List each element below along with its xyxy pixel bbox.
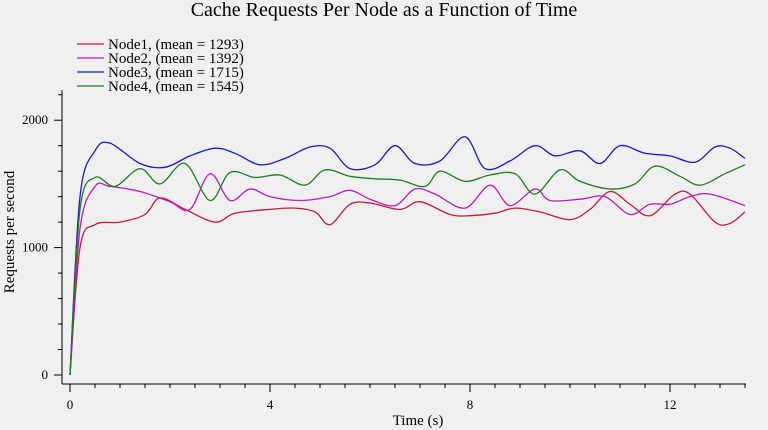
y-axis-label: Requests per second <box>2 170 18 293</box>
legend-label-node1: Node1, (mean = 1293) <box>108 37 244 53</box>
x-ticks: 0 4 8 12 <box>67 384 746 412</box>
legend-label-node2: Node2, (mean = 1392) <box>108 51 244 67</box>
x-axis-label: Time (s) <box>393 413 444 429</box>
series-line-node1 <box>69 190 746 376</box>
y-ticks: 0 1000 2000 <box>22 94 62 382</box>
legend: Node1, (mean = 1293)Node2, (mean = 1392)… <box>77 37 244 95</box>
series-line-node4 <box>69 162 746 376</box>
y-tick-label: 0 <box>42 367 49 382</box>
x-tick-label: 8 <box>467 397 474 412</box>
series-lines <box>69 136 746 376</box>
x-tick-label: 4 <box>267 397 274 412</box>
legend-label-node3: Node3, (mean = 1715) <box>108 65 244 81</box>
x-tick-label: 12 <box>664 397 677 412</box>
series-line-node2 <box>69 173 746 376</box>
axes <box>61 90 746 385</box>
legend-label-node4: Node4, (mean = 1545) <box>108 79 244 95</box>
y-tick-label: 2000 <box>22 112 48 127</box>
chart-title: Cache Requests Per Node as a Function of… <box>191 0 578 21</box>
x-tick-label: 0 <box>67 397 74 412</box>
series-line-node3 <box>69 136 746 376</box>
y-tick-label: 1000 <box>22 240 48 255</box>
